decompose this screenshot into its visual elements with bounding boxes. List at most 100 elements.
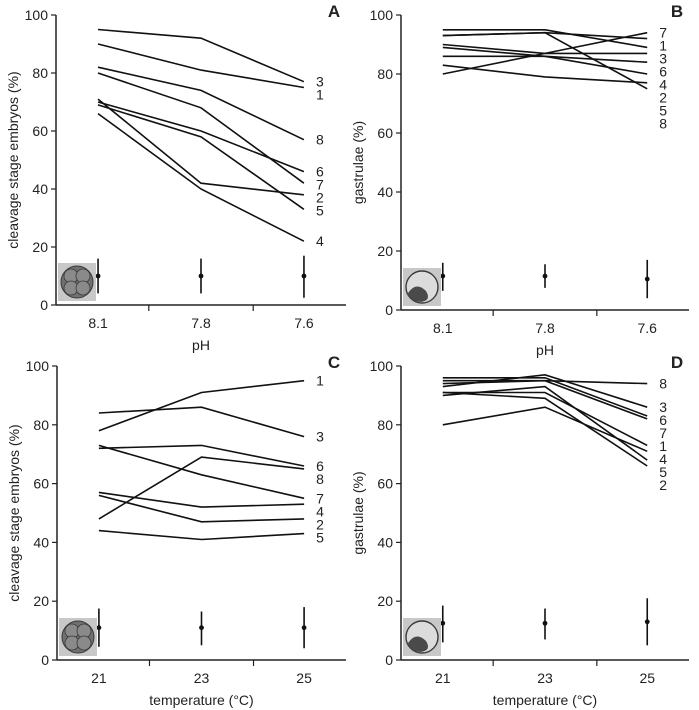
series-line-6 — [442, 43, 648, 55]
error-bar-mean — [301, 625, 307, 631]
y-tick-label: 60 — [377, 476, 393, 492]
series-line-8 — [442, 379, 648, 385]
x-tick-label: 8.1 — [88, 315, 108, 331]
x-tick-label: 25 — [296, 670, 312, 686]
series-label-3: 3 — [316, 74, 324, 90]
x-tick-label: 7.6 — [294, 315, 314, 331]
y-tick-label: 80 — [33, 417, 49, 433]
series-label-2: 2 — [659, 90, 667, 106]
y-tick-label: 40 — [377, 184, 393, 200]
x-axis-title: pH — [536, 342, 554, 358]
y-tick-label: 80 — [377, 66, 393, 82]
error-bar-mean — [542, 620, 548, 626]
x-axis-title: temperature (°C) — [149, 692, 253, 708]
cleavage-embryo-icon — [58, 263, 96, 301]
series-line-3 — [97, 28, 305, 83]
series-label-3: 3 — [659, 51, 667, 67]
series-label-8: 8 — [659, 116, 667, 132]
error-bar-mean — [95, 273, 101, 279]
y-tick-label: 0 — [385, 302, 393, 318]
series-label-2: 2 — [659, 477, 667, 493]
series-line-4 — [442, 55, 648, 63]
error-bar-mean — [198, 273, 204, 279]
series-label-7: 7 — [316, 177, 324, 193]
y-tick-label: 100 — [26, 358, 50, 374]
series-line-2 — [97, 98, 304, 196]
y-tick-label: 100 — [25, 7, 49, 23]
series-line-8 — [442, 31, 648, 90]
error-bar-mean — [440, 273, 446, 279]
y-tick-label: 20 — [377, 593, 393, 609]
series-line-8 — [97, 66, 305, 141]
series-label-1: 1 — [316, 87, 324, 103]
series-label-8: 8 — [659, 376, 667, 392]
x-tick-label: 25 — [639, 670, 655, 686]
x-tick-label: 21 — [435, 670, 451, 686]
y-tick-label: 0 — [40, 297, 48, 313]
series-label-5: 5 — [659, 103, 667, 119]
panel-b: 0 20 40 60 80 100 8.1 7.8 7.6 pH gastrulae (%) B713… — [350, 2, 689, 358]
y-tick-label: 80 — [32, 65, 48, 81]
y-tick-label: 20 — [377, 243, 393, 259]
series-label-4: 4 — [316, 233, 324, 249]
series-label-3: 3 — [316, 429, 324, 445]
series-line-1 — [98, 379, 305, 432]
series-label-7: 7 — [316, 490, 324, 506]
error-bar-mean — [542, 273, 548, 279]
series-label-6: 6 — [659, 412, 667, 428]
y-tick-label: 80 — [377, 417, 393, 433]
gastrula-embryo-icon — [403, 618, 441, 656]
panel-letter: B — [671, 2, 683, 21]
gastrula-embryo-icon — [403, 268, 441, 306]
series-line-7 — [442, 31, 648, 75]
x-axis-title: temperature (°C) — [493, 692, 597, 708]
x-tick-label: 21 — [91, 670, 107, 686]
series-label-6: 6 — [316, 458, 324, 474]
panel-letter: A — [328, 2, 340, 21]
series-label-5: 5 — [659, 464, 667, 480]
series-line-6 — [98, 444, 305, 467]
y-tick-label: 40 — [32, 181, 48, 197]
y-tick-label: 100 — [370, 358, 394, 374]
series-label-1: 1 — [659, 438, 667, 454]
panel-letter: C — [328, 353, 340, 372]
x-tick-label: 7.8 — [191, 315, 211, 331]
series-line-3 — [442, 373, 648, 408]
error-bar-mean — [96, 625, 102, 631]
series-line-5 — [97, 104, 305, 210]
series-line-8 — [98, 456, 305, 520]
series-label-5: 5 — [316, 529, 324, 545]
series-label-1: 1 — [316, 373, 324, 389]
series-label-7: 7 — [659, 425, 667, 441]
error-bar-mean — [301, 273, 307, 279]
y-axis-title: cleavage stage embryos (%) — [5, 71, 21, 248]
panel-letter: D — [671, 353, 683, 372]
y-tick-label: 20 — [33, 593, 49, 609]
series-line-6 — [442, 376, 648, 417]
y-axis-title: cleavage stage embryos (%) — [6, 424, 22, 601]
series-line-5 — [442, 64, 648, 84]
series-line-3 — [442, 28, 648, 49]
series-line-4 — [97, 112, 305, 242]
series-label-4: 4 — [316, 503, 324, 519]
series-line-4 — [442, 406, 648, 453]
series-label-8: 8 — [316, 471, 324, 487]
series-label-8: 8 — [316, 132, 324, 148]
x-axis-title: pH — [192, 337, 210, 353]
y-tick-label: 40 — [377, 534, 393, 550]
series-label-6: 6 — [316, 164, 324, 180]
y-tick-label: 0 — [41, 652, 49, 668]
series-line-5 — [442, 385, 648, 461]
error-bar-mean — [644, 619, 650, 625]
x-tick-label: 23 — [194, 670, 210, 686]
x-tick-label: 23 — [537, 670, 553, 686]
y-tick-label: 60 — [377, 125, 393, 141]
series-label-6: 6 — [659, 64, 667, 80]
series-line-5 — [98, 529, 305, 541]
error-bar-mean — [644, 276, 650, 282]
series-line-7 — [98, 444, 305, 500]
series-line-2 — [98, 494, 305, 523]
y-tick-label: 60 — [32, 123, 48, 139]
